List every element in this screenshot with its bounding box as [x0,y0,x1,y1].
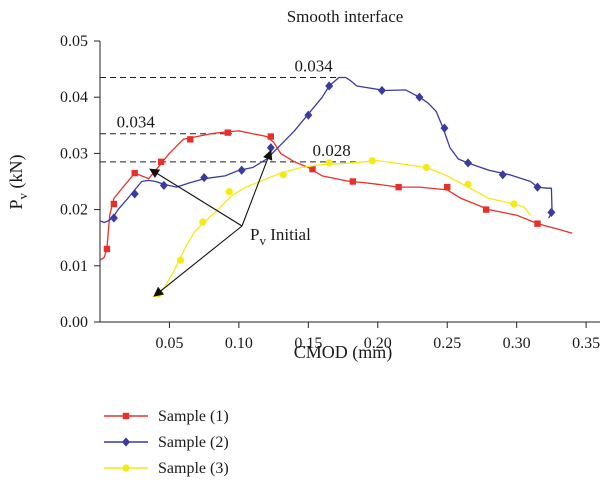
pv-initial-annotation: Pv Initial [149,149,311,297]
axes: 0.05 0.10 0.15 0.20 0.25 0.30 0.35 0.000.010.0… [60,33,600,352]
x-axis-title: CMOD (mm) [294,342,393,363]
data-point [309,165,316,173]
series-2 [99,76,556,224]
y-tick-label: 0.01 [60,258,88,275]
data-point [444,183,451,191]
data-point [534,220,541,227]
reference-line-label: 0.034 [294,57,333,76]
y-tick-label: 0.04 [60,89,88,106]
x-ticks: 0.05 0.10 0.15 0.20 0.25 0.30 0.35 [155,322,600,352]
y-axis-title: Pv (kN) [6,154,30,209]
y-tick-label: 0.03 [60,145,88,162]
x-tick-label: 0.05 [155,335,183,352]
series-layer [99,76,573,298]
y-tick-label: 0.00 [60,314,88,331]
legend-marker [122,437,130,447]
data-point [130,189,139,199]
data-point [200,172,209,183]
data-point [157,158,165,166]
data-point [440,123,449,133]
pv-initial-rest: Initial [266,225,311,244]
y-axis-title-sub: v [15,192,30,199]
legend: Sample (1) Sample (2) Sample (3) [104,408,229,477]
data-point [131,169,138,177]
data-point [482,206,490,213]
data-point [159,180,168,191]
data-point [395,183,402,191]
legend-label: Sample (1) [158,408,229,425]
pv-initial-main: P [250,225,259,244]
x-tick-label: 0.30 [503,335,531,352]
data-point [225,188,233,196]
data-point [349,178,356,185]
data-point [224,129,231,136]
data-point [422,163,430,172]
chart-title: Smooth interface [287,7,404,26]
pointer-arrow [153,225,243,297]
data-point [176,256,185,264]
data-point [110,200,118,208]
legend-item: Sample (3) [104,460,229,477]
pv-initial-sub: v [259,233,266,248]
y-tick-label: 0.05 [60,33,88,50]
reference-line-label: 0.034 [117,113,156,132]
x-tick-label: 0.15 [294,335,322,352]
pv-initial-label: Pv Initial [250,225,311,248]
y-axis-title-unit: (kN) [6,154,27,193]
legend-label: Sample (2) [158,434,229,451]
x-tick-label: 0.35 [572,335,600,352]
data-point [325,81,334,91]
data-point [237,165,246,175]
data-point [415,92,424,102]
data-point [304,110,313,120]
data-point [377,85,386,96]
x-tick-label: 0.20 [364,335,392,352]
legend-marker [122,464,130,472]
pointer-arrow [149,168,243,227]
legend-item: Sample (1) [104,408,229,425]
y-ticks: 0.00 0.01 0.02 0.03 0.04 0.05 [60,33,100,331]
data-point [510,200,518,208]
data-point [199,218,207,226]
reference-line-label: 0.028 [313,141,351,160]
data-point [109,213,118,223]
y-axis-title-main: P [6,199,26,209]
legend-item: Sample (2) [104,434,229,451]
data-point [547,207,556,218]
pointer-arrow [241,149,273,227]
data-point [187,136,194,143]
data-point [325,159,333,167]
y-tick-label: 0.02 [60,202,88,219]
series-line [152,160,532,298]
data-point [279,171,287,179]
pointer-arrows [149,149,273,297]
legend-marker [122,412,130,420]
legend-label: Sample (3) [158,460,229,477]
series-1 [99,129,573,261]
x-tick-label: 0.10 [225,335,253,352]
x-tick-label: 0.25 [433,335,461,352]
data-point [464,158,473,168]
data-point [368,157,376,165]
data-point [103,245,111,253]
reference-lines: 0.034 0.034 0.028 [100,57,357,163]
data-point [464,180,472,188]
data-point [498,170,507,180]
data-point [533,182,542,192]
data-point [267,133,275,140]
